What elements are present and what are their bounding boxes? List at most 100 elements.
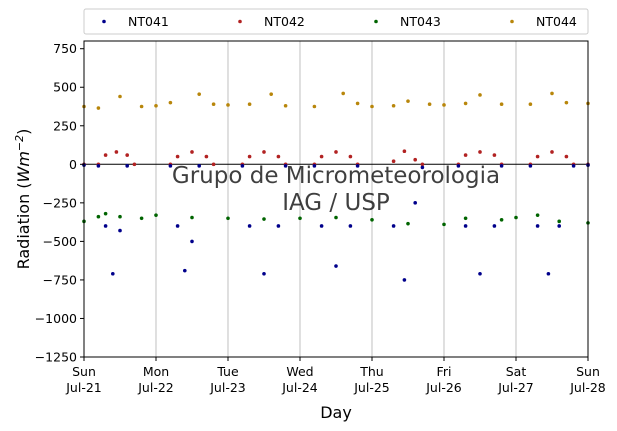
point-NT043-18 <box>557 219 561 224</box>
point-NT044-17 <box>406 99 410 103</box>
point-NT042-10 <box>211 162 216 167</box>
legend-frame <box>83 8 589 35</box>
point-NT044-14 <box>355 101 360 106</box>
point-NT042-21 <box>391 159 396 164</box>
point-NT042-24 <box>420 162 425 167</box>
point-NT041-1 <box>96 164 101 168</box>
x-tick-label-day-0: Sun <box>72 364 96 379</box>
point-NT042-13 <box>262 150 266 154</box>
point-NT042-28 <box>492 153 497 157</box>
legend-label-NT044: NT044 <box>536 14 577 29</box>
point-NT043-6 <box>190 215 194 220</box>
x-tick-label-date-4: Jul-25 <box>353 380 390 395</box>
point-NT041-2 <box>103 224 108 228</box>
point-NT041-18 <box>334 264 338 268</box>
y-tick-label-6: −750 <box>43 272 77 287</box>
point-NT041-27 <box>478 271 482 276</box>
point-NT043-13 <box>442 222 446 227</box>
x-tick-label-day-2: Tue <box>216 364 239 379</box>
point-NT043-16 <box>514 215 518 220</box>
point-NT042-18 <box>334 150 338 154</box>
point-NT041-33 <box>557 224 561 228</box>
point-NT044-20 <box>463 101 468 106</box>
point-NT041-31 <box>535 224 540 228</box>
point-NT043-3 <box>118 214 122 219</box>
x-tick-label-date-6: Jul-27 <box>497 380 534 395</box>
point-NT041-19 <box>348 224 353 228</box>
point-NT041-34 <box>571 164 576 168</box>
point-NT042-26 <box>463 153 468 157</box>
y-tick-label-7: −1000 <box>35 311 77 326</box>
point-NT041-14 <box>276 224 281 228</box>
point-NT041-8 <box>183 268 187 273</box>
point-NT044-4 <box>154 103 158 108</box>
point-NT041-13 <box>262 271 266 276</box>
point-NT044-2 <box>118 94 122 99</box>
point-NT044-25 <box>564 100 569 105</box>
point-NT044-18 <box>427 102 432 106</box>
x-axis: SunJul-21MonJul-22TueJul-23WedJul-24ThuJ… <box>65 357 606 395</box>
legend-marker-NT041 <box>102 19 106 24</box>
point-NT041-11 <box>240 164 245 168</box>
point-NT041-30 <box>528 164 533 168</box>
legend: NT041 NT042 NT043 NT044 <box>83 8 589 35</box>
point-NT041-10 <box>197 164 201 168</box>
point-NT042-8 <box>190 150 194 154</box>
point-NT044-8 <box>226 103 230 107</box>
watermark-line-1: Grupo de Micrometeorologia <box>172 163 500 189</box>
point-NT041-28 <box>492 224 497 228</box>
legend-label-NT042: NT042 <box>264 14 305 29</box>
point-NT042-17 <box>319 154 324 159</box>
point-NT044-19 <box>442 103 446 107</box>
series-NT041 <box>82 163 590 282</box>
point-NT042-9 <box>204 154 209 159</box>
point-NT044-1 <box>96 106 101 110</box>
point-NT043-17 <box>535 213 540 217</box>
watermark-line-2: IAG / USP <box>282 190 390 216</box>
point-NT041-24 <box>420 165 425 170</box>
point-NT044-11 <box>283 103 288 108</box>
y-axis-label: Radiation (Wm−2) <box>13 129 33 270</box>
point-NT044-12 <box>312 104 317 109</box>
y-tick-label-0: 750 <box>53 41 77 56</box>
x-tick-label-day-7: Sun <box>576 364 600 379</box>
point-NT044-10 <box>269 92 274 96</box>
x-tick-label-day-6: Sat <box>506 364 527 379</box>
point-NT042-33 <box>564 154 569 159</box>
point-NT041-16 <box>312 164 317 168</box>
point-NT041-17 <box>319 224 324 228</box>
legend-label-NT041: NT041 <box>128 14 169 29</box>
series-NT044 <box>82 91 590 110</box>
legend-label-NT043: NT043 <box>400 14 441 29</box>
x-tick-label-date-7: Jul-28 <box>569 380 606 395</box>
x-tick-label-date-2: Jul-23 <box>209 380 246 395</box>
point-NT043-10 <box>334 215 338 220</box>
point-NT041-5 <box>125 164 129 168</box>
point-NT041-12 <box>247 224 252 228</box>
y-tick-label-2: 250 <box>53 118 77 133</box>
point-NT044-15 <box>370 104 374 109</box>
x-tick-label-date-1: Jul-22 <box>137 380 174 395</box>
point-NT041-7 <box>175 224 180 228</box>
y-axis-label-main: Radiation ( <box>14 182 33 269</box>
y-tick-label-5: −500 <box>43 234 77 249</box>
point-NT044-21 <box>478 93 482 97</box>
point-NT042-5 <box>132 162 137 167</box>
plot-background <box>84 41 588 357</box>
y-axis-label-close: ) <box>14 129 33 135</box>
point-NT041-20 <box>355 164 360 168</box>
x-tick-label-day-3: Wed <box>286 364 313 379</box>
point-NT043-8 <box>262 217 266 221</box>
point-NT043-9 <box>298 216 302 221</box>
x-tick-label-day-5: Fri <box>437 364 452 379</box>
x-tick-label-date-3: Jul-24 <box>281 380 318 395</box>
point-NT041-25 <box>456 164 461 168</box>
watermark: Grupo de Micrometeorologia IAG / USP <box>172 163 500 216</box>
point-NT044-13 <box>341 91 346 96</box>
y-tick-label-1: 500 <box>53 80 77 95</box>
point-NT041-29 <box>499 164 504 168</box>
x-tick-label-date-5: Jul-26 <box>425 380 462 395</box>
point-NT041-22 <box>402 278 407 282</box>
point-NT043-15 <box>499 218 504 222</box>
x-axis-label: Day <box>320 403 352 422</box>
